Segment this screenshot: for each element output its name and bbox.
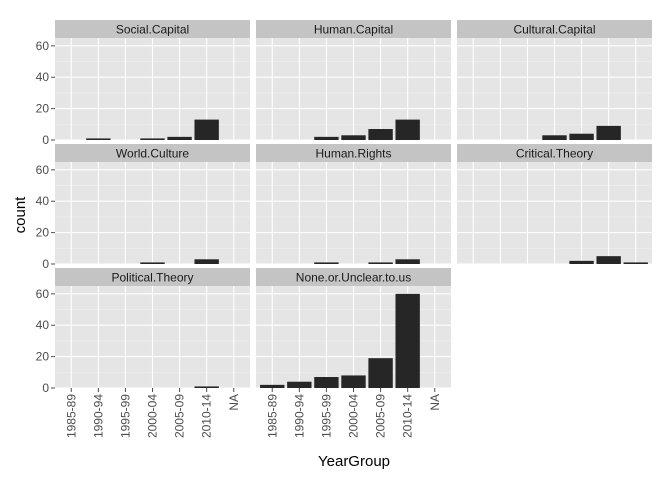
facet-strip (55, 144, 250, 162)
facet-title: Human.Rights (315, 147, 391, 161)
facet-title: Human.Capital (314, 23, 393, 37)
bar (341, 375, 366, 388)
bar (314, 262, 339, 264)
y-tick-label: 20 (36, 102, 50, 116)
bar (341, 135, 366, 140)
y-tick-label: 40 (36, 70, 50, 84)
bar (140, 262, 165, 264)
facet-strip (256, 144, 451, 162)
y-axis-ticks: 0 20 40 60 0 20 40 60 0 20 40 60 (36, 39, 55, 395)
facet-panel: Political.Theory (55, 268, 250, 389)
x-tick-label: 1990-94 (91, 394, 105, 438)
y-tick-label: 0 (42, 381, 49, 395)
facet-strip (55, 268, 250, 286)
facet-panel: Critical.Theory (457, 144, 652, 265)
bar (596, 125, 621, 140)
facet-title: Critical.Theory (516, 147, 593, 161)
facet-title: Cultural.Capital (513, 23, 595, 37)
x-axis-ticks: 1985-89 1990-94 1995-99 2000-04 2005-09 2010-… (64, 388, 442, 438)
y-tick-label: 0 (42, 133, 49, 147)
facet-strip (457, 20, 652, 38)
bar (140, 138, 165, 140)
bar (368, 262, 393, 264)
x-tick-label: 1985-89 (265, 394, 279, 438)
bar (395, 259, 420, 264)
y-tick-label: 40 (36, 194, 50, 208)
facet-title: Political.Theory (111, 271, 193, 285)
x-tick-label: NA (227, 394, 241, 411)
facet-title: World.Culture (116, 147, 189, 161)
bar (542, 135, 567, 140)
bar (368, 129, 393, 140)
x-tick-label: 2010-14 (200, 394, 214, 438)
facet-strip (457, 144, 652, 162)
bar (287, 381, 312, 388)
bar (596, 256, 621, 264)
facet-title: Social.Capital (116, 23, 189, 37)
bar (194, 119, 219, 140)
bar (314, 377, 339, 388)
facet-panels: Social.Capital Human.Capital Cultural.Capi… (55, 20, 652, 389)
bar (569, 260, 594, 264)
bar (86, 138, 111, 140)
bar (260, 384, 285, 388)
bar (194, 259, 219, 264)
x-tick-label: 1985-89 (64, 394, 78, 438)
facet-panel: Cultural.Capital (457, 20, 652, 141)
facet-strip (256, 268, 451, 286)
x-tick-label: 2005-09 (374, 394, 388, 438)
x-tick-label: 2000-04 (146, 394, 160, 438)
bar (368, 358, 393, 388)
y-tick-label: 0 (42, 257, 49, 271)
y-tick-label: 60 (36, 287, 50, 301)
x-tick-label: 1995-99 (319, 394, 333, 438)
y-tick-label: 60 (36, 39, 50, 53)
facet-panel: Social.Capital (55, 20, 250, 141)
x-tick-label: 1990-94 (292, 394, 306, 438)
facet-panel: World.Culture (55, 144, 250, 265)
x-tick-label: 1995-99 (118, 394, 132, 438)
bar (194, 386, 219, 388)
bar (623, 262, 648, 264)
facet-strip (256, 20, 451, 38)
facet-panel: Human.Capital (256, 20, 451, 141)
y-tick-label: 40 (36, 318, 50, 332)
y-tick-label: 20 (36, 350, 50, 364)
y-axis-title: count (12, 196, 29, 234)
facet-panel: None.or.Unclear.to.us (256, 268, 451, 389)
y-tick-label: 20 (36, 226, 50, 240)
x-axis-title: YearGroup (318, 453, 390, 470)
x-tick-label: 2000-04 (347, 394, 361, 438)
bar (395, 293, 420, 388)
x-tick-label: 2005-09 (173, 394, 187, 438)
bar (569, 133, 594, 140)
facet-strip (55, 20, 250, 38)
facet-title: None.or.Unclear.to.us (296, 271, 411, 285)
facet-panel: Human.Rights (256, 144, 451, 265)
bar (167, 136, 192, 140)
y-tick-label: 60 (36, 163, 50, 177)
bar (395, 119, 420, 140)
bar (314, 136, 339, 140)
x-tick-label: NA (428, 394, 442, 411)
x-tick-label: 2010-14 (401, 394, 415, 438)
